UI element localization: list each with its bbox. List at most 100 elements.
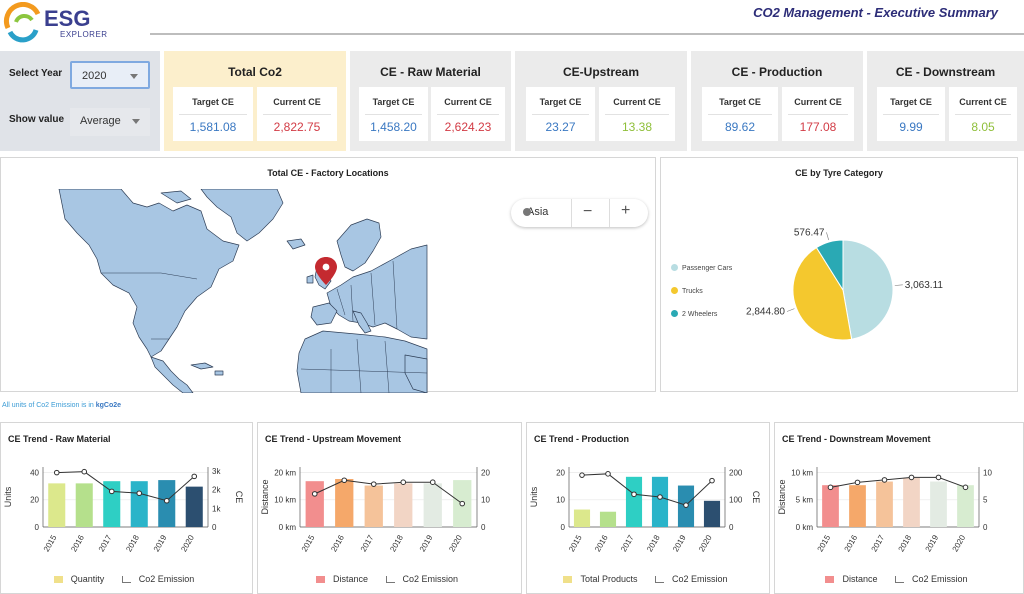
trend-title: CE Trend - Production <box>534 434 630 444</box>
globe-icon <box>523 208 531 216</box>
kpi-title: CE - Production <box>731 65 823 79</box>
kpi-target-value: 9.99 <box>899 120 923 134</box>
legend-item-bars[interactable]: Total Products <box>563 574 642 584</box>
legend-swatch <box>671 264 678 271</box>
line-point <box>709 477 715 484</box>
y2-tick-label: 0 <box>983 523 988 532</box>
kpi-current-card: Current CE 2,822.75 <box>257 87 337 141</box>
trend-title: CE Trend - Upstream Movement <box>265 434 402 444</box>
x-tick-label: 2017 <box>870 533 887 553</box>
legend-item-line[interactable]: Co2 Emission <box>385 574 464 584</box>
line-point <box>108 488 115 495</box>
line-point <box>962 484 969 491</box>
kpi-current-value: 8.05 <box>971 120 995 134</box>
kpi-target-card: Target CE 23.27 <box>526 87 595 141</box>
show-value-select[interactable]: Average <box>70 108 150 136</box>
bar <box>364 485 383 527</box>
kpi-current-label: Current CE <box>444 97 492 107</box>
x-tick-label: 2020 <box>697 533 714 553</box>
legend-item-passenger-cars[interactable]: Passenger Cars <box>671 264 732 272</box>
legend-item-trucks[interactable]: Trucks <box>671 287 703 295</box>
bar <box>599 511 617 527</box>
legend-item-line[interactable]: Co2 Emission <box>895 574 973 584</box>
kpi-target-card: Target CE 1,581.08 <box>173 87 253 141</box>
legend-item-bars[interactable]: Distance <box>825 574 882 584</box>
trend-production-panel: CE Trend - Production 0 10 20 0 100 200 Units C… <box>526 422 770 594</box>
x-tick-label: 2015 <box>816 533 833 553</box>
x-tick-label: 2016 <box>593 533 610 553</box>
y-tick-label: 0 km <box>796 523 814 532</box>
y-tick-label: 5 km <box>796 496 814 505</box>
bar <box>423 483 442 527</box>
y-tick-label: 0 km <box>279 523 297 532</box>
legend-label: Trucks <box>682 288 703 295</box>
kpi-target-card: Target CE 1,458.20 <box>359 87 428 141</box>
pie-chart[interactable]: 3,063.11 2,844.80 576.47 <box>661 190 1017 390</box>
trend-upstream-chart[interactable]: 0 km 10 km 20 km 0 10 20 Distance 2015 2016 2017 2… <box>258 453 523 561</box>
trend-legend: Distance Co2 Emission <box>775 574 1023 584</box>
kpi-current-value: 13.38 <box>621 120 653 134</box>
trend-legend: Quantity Co2 Emission <box>1 574 252 584</box>
legend-item-bars[interactable]: Distance <box>315 574 373 584</box>
kpi-current-label: Current CE <box>959 97 1007 107</box>
esg-logo[interactable]: ESG EXPLORER <box>2 1 112 44</box>
map-pin-icon[interactable] <box>315 257 337 285</box>
bar <box>957 485 974 527</box>
bar <box>394 483 413 527</box>
line-point <box>605 471 611 477</box>
zoom-out-button[interactable]: − <box>583 203 593 220</box>
units-note-text: All units of Co2 Emission is in <box>2 402 96 409</box>
x-tick-label: 2017 <box>359 533 376 553</box>
line-point <box>341 477 348 484</box>
legend-item-bars[interactable]: Quantity <box>53 574 110 584</box>
trend-downstream-chart[interactable]: 0 km 5 km 10 km 0 5 10 Distance 2015 2016 2017 201… <box>775 453 1024 561</box>
x-tick-label: 2018 <box>897 533 914 553</box>
kpi-title: CE - Raw Material <box>380 65 481 79</box>
world-map[interactable] <box>1 189 656 393</box>
trend-raw-material-panel: CE Trend - Raw Material 0 20 40 0 1k 2k 3k Unit… <box>0 422 253 594</box>
legend-item-line[interactable]: Co2 Emission <box>655 574 733 584</box>
y-axis-title: Units <box>3 486 13 507</box>
year-select[interactable]: 2020 <box>70 61 150 89</box>
region-selector[interactable]: Asia <box>523 206 548 218</box>
kpi-target-label: Target CE <box>372 97 415 107</box>
bar <box>876 481 893 527</box>
line-point <box>683 502 689 508</box>
x-tick-label: 2017 <box>97 533 114 553</box>
y2-tick-label: 100 <box>729 496 743 505</box>
bar <box>130 481 148 527</box>
y-axis-title: Distance <box>777 479 787 514</box>
y2-tick-label: 10 <box>983 468 992 477</box>
y-tick-label: 20 <box>30 496 39 505</box>
legend-item-line[interactable]: Co2 Emission <box>121 574 200 584</box>
legend-label: Passenger Cars <box>682 265 733 272</box>
line-point <box>631 491 637 498</box>
trend-downstream-panel: CE Trend - Downstream Movement 0 km 5 km 1… <box>774 422 1024 594</box>
bar <box>822 485 839 527</box>
line-point <box>136 490 143 497</box>
x-tick-label: 2020 <box>179 533 196 553</box>
line-point <box>459 500 466 507</box>
bar <box>849 485 866 527</box>
pie-leader-line <box>894 284 903 286</box>
show-value-select-value: Average <box>80 115 121 127</box>
trend-title: CE Trend - Raw Material <box>8 434 111 444</box>
bar <box>703 500 721 527</box>
bar <box>103 481 121 527</box>
header: ESG EXPLORER CO2 Management - Executive … <box>0 0 1024 44</box>
kpi-target-card: Target CE 89.62 <box>702 87 778 141</box>
zoom-in-button[interactable]: + <box>621 202 631 219</box>
legend-swatch <box>671 310 678 317</box>
kpi-upstream: CE-Upstream Target CE 23.27 Current CE 1… <box>515 51 687 151</box>
legend-item-2-wheelers[interactable]: 2 Wheelers <box>671 310 717 318</box>
select-year-label: Select Year <box>9 68 63 79</box>
kpi-current-label: Current CE <box>794 97 842 107</box>
line-point <box>935 474 942 481</box>
trend-raw-material-chart[interactable]: 0 20 40 0 1k 2k 3k Units CE 2015 2016 2017 2018 2019 2… <box>1 453 254 561</box>
x-tick-label: 2016 <box>329 533 346 553</box>
kpi-target-label: Target CE <box>192 97 234 107</box>
map-zoom-control: Asia − + <box>511 199 648 227</box>
world-map-svg <box>58 189 428 393</box>
kpi-target-value: 1,458.20 <box>370 120 417 134</box>
